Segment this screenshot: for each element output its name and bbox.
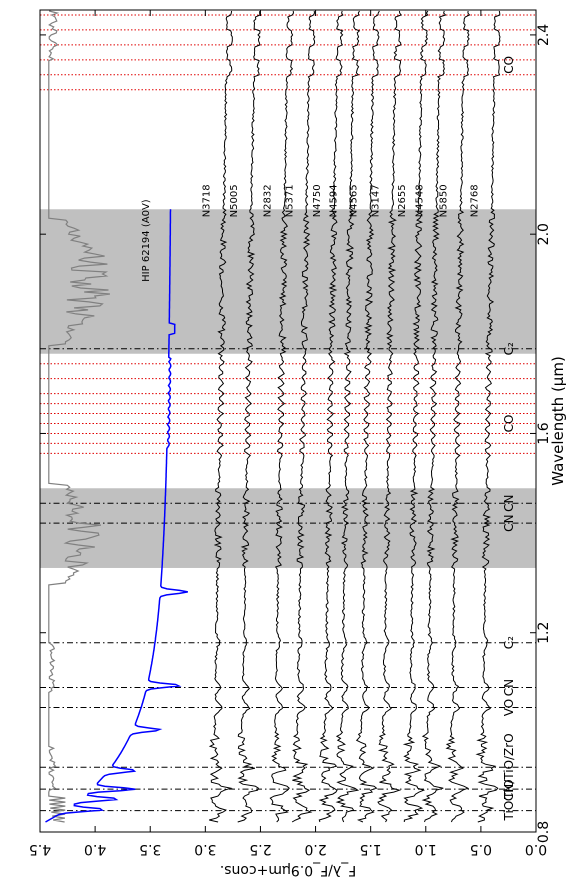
spectrum-n4565 bbox=[355, 10, 380, 823]
telluric-spectrum bbox=[48, 10, 110, 823]
y-axis-label: F_λ/F_0.9μm+cons. bbox=[220, 862, 357, 877]
y-tick-label-0: 0.0 bbox=[525, 841, 547, 857]
series-label: N4548 bbox=[414, 184, 425, 217]
spectrum-n4750 bbox=[318, 10, 344, 823]
spectrum-n5850 bbox=[445, 10, 471, 823]
band-label-6: CN bbox=[502, 514, 516, 531]
series-label: N5005 bbox=[229, 184, 240, 217]
x-tick-label-3: 2.0 bbox=[536, 223, 552, 245]
series-label: N5850 bbox=[439, 184, 450, 217]
band-label-3: VO bbox=[502, 699, 516, 716]
plot-frame bbox=[39, 9, 537, 833]
series-labels: HIP 62194 (A0V) N3718 N5005 N2832 N5371 N4750… bbox=[141, 184, 480, 281]
shaded-bands bbox=[40, 209, 536, 568]
band-label-2: CN/TiO/ZrO bbox=[502, 733, 516, 801]
x-tick-label-2: 1.6 bbox=[536, 422, 552, 444]
x-axis-label: Wavelength (μm) bbox=[549, 356, 567, 486]
x-tick-label-4: 2.4 bbox=[536, 24, 552, 46]
y-tick-label-3: 1.5 bbox=[360, 841, 382, 857]
band-label-10: CO bbox=[502, 56, 516, 74]
y-axis: 0.0 0.5 1.0 1.5 2.0 2.5 3.0 3.5 4.0 4.5 bbox=[29, 10, 547, 857]
telluric-series bbox=[48, 10, 110, 823]
x-axis: 0.8 1.2 1.6 2.0 2.4 bbox=[40, 24, 552, 843]
series-label: N4565 bbox=[348, 184, 359, 217]
y-tick-label-2: 1.0 bbox=[415, 841, 437, 857]
series-label: N2832 bbox=[262, 184, 273, 217]
spectrum-n5005 bbox=[237, 10, 261, 823]
series-label: N2768 bbox=[470, 184, 481, 217]
y-tick-label-9: 4.5 bbox=[29, 841, 51, 857]
band-label-7: CN bbox=[502, 495, 516, 512]
y-tick-label-4: 2.0 bbox=[304, 841, 326, 857]
series-label: N2655 bbox=[397, 184, 408, 217]
band-label-9: CO bbox=[502, 415, 516, 433]
band-label-5: C₂ bbox=[502, 636, 516, 649]
series-label: N4594 bbox=[328, 184, 339, 217]
spectrum-hip-62194-a0v- bbox=[45, 209, 188, 823]
y-tick-label-1: 0.5 bbox=[470, 841, 492, 857]
series-label: HIP 62194 (A0V) bbox=[141, 199, 152, 282]
band-label-4: CN bbox=[502, 679, 516, 696]
band-label-0: TiO bbox=[502, 801, 516, 822]
x-tick-label-1: 1.2 bbox=[536, 622, 552, 644]
spectrum-n5371 bbox=[291, 10, 316, 823]
band-lines bbox=[40, 348, 536, 812]
series-label: N4750 bbox=[312, 184, 323, 217]
series-label: N3718 bbox=[202, 184, 213, 217]
spectrum-n3147 bbox=[377, 10, 402, 823]
y-tick-label-6: 3.0 bbox=[194, 841, 216, 857]
y-tick-label-5: 2.5 bbox=[249, 841, 271, 857]
y-tick-label-8: 4.0 bbox=[84, 841, 106, 857]
spectrum-n2832 bbox=[269, 10, 295, 823]
co-lines bbox=[40, 14, 536, 454]
spectrum-n4548 bbox=[421, 10, 447, 823]
band-label-8: C₂ bbox=[502, 342, 516, 355]
spectrum-n3718 bbox=[208, 10, 233, 823]
series-label: N3147 bbox=[370, 184, 381, 217]
series-label: N5371 bbox=[284, 184, 295, 217]
spectrum-n2768 bbox=[475, 10, 501, 823]
spectrum-n4594 bbox=[335, 10, 361, 823]
x-tick-label-0: 0.8 bbox=[536, 821, 552, 843]
shaded-band-1 bbox=[40, 209, 536, 354]
shaded-band-0 bbox=[40, 488, 536, 568]
band-label-1: TiO bbox=[502, 779, 516, 800]
y-tick-label-7: 3.5 bbox=[139, 841, 161, 857]
galaxy-series bbox=[45, 10, 501, 823]
spectrum-n2655 bbox=[402, 10, 429, 823]
